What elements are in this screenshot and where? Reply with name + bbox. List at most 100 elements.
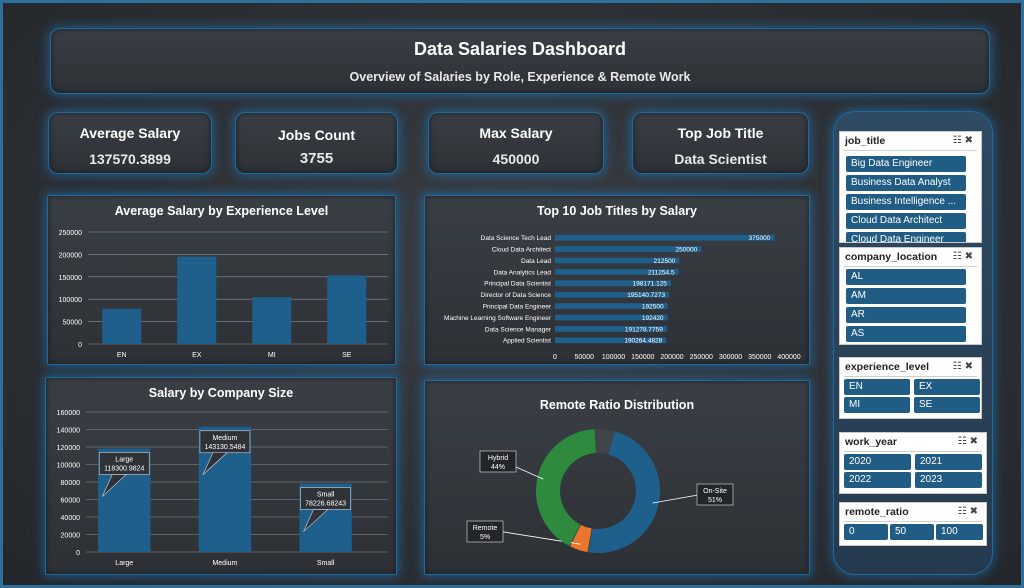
callout-label: 118300.9824 — [104, 465, 144, 472]
bar — [555, 246, 702, 252]
y-tick-label: 150000 — [59, 275, 82, 282]
kpi-top-job-title: Top Job Title Data Scientist — [632, 112, 809, 174]
y-tick-label: 120000 — [57, 445, 80, 452]
bar — [555, 257, 680, 264]
kpi-value: 137570.3899 — [89, 151, 171, 167]
y-tick-label: 100000 — [59, 297, 82, 304]
top-titles-chart-panel: Top 10 Job Titles by Salary Data Science… — [424, 195, 810, 365]
label-box — [696, 483, 734, 506]
callout-label: Medium — [212, 435, 237, 442]
y-tick-label: Principal Data Engineer — [483, 303, 552, 310]
y-tick-label: 100000 — [57, 463, 80, 470]
slice-label: Hybrid — [488, 455, 508, 462]
slicer-item[interactable]: Cloud Data Architect — [846, 213, 966, 229]
slicer-item[interactable]: EX — [914, 379, 980, 395]
callout-label: Large — [115, 456, 133, 463]
chart-title: Salary by Company Size — [148, 386, 294, 400]
y-tick-label: Data Lead — [521, 258, 551, 265]
y-tick-label: Principal Data Scientist — [484, 281, 551, 288]
remote-ratio-chart: On-Site 51% Remote 5% Hybrid 44% — [466, 429, 734, 553]
slicer-item[interactable]: 2022 — [844, 472, 911, 488]
slicer-item[interactable]: Business Data Analyst — [846, 175, 966, 191]
slicer-item[interactable]: AM — [846, 288, 966, 304]
x-tick-label: Medium — [212, 560, 237, 567]
slicer-filter-icons[interactable]: ☷✖ — [952, 135, 976, 146]
y-tick-label: 20000 — [61, 533, 81, 540]
slicer-item[interactable]: 50 — [890, 524, 934, 540]
y-tick-label: 60000 — [61, 498, 81, 505]
slicer-item[interactable]: 2020 — [844, 454, 911, 470]
x-tick-label: 0 — [553, 354, 557, 361]
data-label: 195140.7273 — [627, 292, 665, 299]
bar — [555, 280, 671, 287]
kpi-label: Jobs Count — [278, 127, 355, 143]
x-tick-label: 250000 — [690, 354, 713, 361]
callout-pointer — [101, 474, 128, 497]
y-tick-label: 200000 — [59, 252, 82, 259]
slicer-item[interactable]: Business Intelligence ... — [846, 194, 966, 210]
remote-ratio-chart-panel: Remote Ratio Distribution On-Site 51% Remo… — [424, 380, 810, 575]
slicer-item[interactable]: 2021 — [915, 454, 982, 470]
bar — [252, 297, 292, 344]
slice-label: Remote — [473, 525, 498, 532]
x-tick-label: EX — [192, 352, 202, 359]
x-tick-label: 300000 — [719, 354, 742, 361]
data-label: 191278.7759 — [625, 326, 663, 333]
slicer-filter-icons[interactable]: ☷✖ — [957, 506, 981, 517]
data-label: 211254.5 — [648, 269, 675, 276]
x-tick-label: 100000 — [602, 354, 625, 361]
company-size-chart: 0 20000 40000 60000 80000 100000 120000 140000 1… — [57, 410, 388, 567]
y-tick-label: Data Science Tech Lead — [481, 235, 552, 242]
data-label: 250000 — [676, 246, 698, 253]
slicer-item[interactable]: Cloud Data Engineer — [846, 232, 966, 242]
y-tick-label: 0 — [76, 550, 80, 557]
data-label: 190264.4828 — [624, 338, 662, 345]
slicer-experience-level: experience_level ☷✖ EN EX MI SE — [839, 357, 982, 419]
slicer-filter-icons[interactable]: ☷✖ — [952, 251, 976, 262]
x-tick-label: 50000 — [575, 354, 595, 361]
slicer-item[interactable]: 100 — [936, 524, 983, 540]
bar — [555, 303, 668, 309]
slicer-item[interactable]: EN — [844, 379, 910, 395]
top-titles-chart: Data Science Tech Lead 375000 Cloud Data A… — [444, 234, 801, 361]
kpi-jobs-count: Jobs Count 3755 — [235, 112, 398, 174]
kpi-value: 3755 — [299, 150, 334, 167]
dashboard-header: Data Salaries Dashboard Overview of Sala… — [50, 28, 990, 94]
slicer-item[interactable]: 2023 — [915, 472, 982, 488]
slicer-item[interactable]: Big Data Engineer — [846, 156, 966, 172]
slicer-item[interactable]: 0 — [844, 524, 888, 540]
y-tick-label: 40000 — [61, 515, 81, 522]
label-box — [466, 520, 504, 543]
y-tick-label: Data Analytics Lead — [494, 269, 552, 276]
y-tick-label: Applied Scientist — [503, 338, 551, 345]
kpi-value: 450000 — [492, 151, 540, 167]
y-tick-label: Director of Data Science — [481, 292, 552, 299]
slicer-filter-icons[interactable]: ☷✖ — [952, 361, 976, 372]
callout-label: 143130.5484 — [204, 444, 245, 451]
experience-chart: 0 50000 100000 150000 200000 250000 EN EX MI SE — [59, 230, 388, 359]
slicer-item[interactable]: MI — [844, 397, 910, 413]
kpi-value: Data Scientist — [674, 151, 767, 167]
kpi-label: Top Job Title — [677, 125, 764, 141]
slicer-item[interactable]: AS — [846, 326, 966, 342]
x-tick-label: Large — [115, 560, 133, 567]
data-label: 375000 — [749, 235, 771, 242]
slicer-filter-icons[interactable]: ☷✖ — [957, 436, 981, 447]
y-tick-label: 0 — [78, 342, 82, 349]
slicer-item[interactable]: AL — [846, 269, 966, 285]
donut-slice — [588, 431, 661, 553]
y-tick-label: 250000 — [59, 230, 82, 237]
kpi-average-salary: Average Salary 137570.3899 — [48, 112, 212, 174]
x-tick-label: Small — [317, 560, 335, 567]
slice-label: 51% — [708, 497, 722, 504]
slicer-item[interactable]: SE — [914, 397, 980, 413]
company-size-chart-panel: Salary by Company Size 0 20000 40000 60000 8… — [45, 377, 397, 575]
slice-label: On-Site — [703, 488, 727, 495]
bar — [555, 314, 668, 321]
y-tick-label: 160000 — [57, 410, 80, 417]
data-label: 192500 — [642, 303, 664, 310]
slicer-remote-ratio: remote_ratio ☷✖ 0 50 100 — [839, 502, 987, 546]
slicer-item[interactable]: AR — [846, 307, 966, 323]
dashboard-title: Data Salaries Dashboard — [413, 39, 627, 59]
experience-chart-panel: Average Salary by Experience Level 0 5000… — [47, 195, 396, 365]
